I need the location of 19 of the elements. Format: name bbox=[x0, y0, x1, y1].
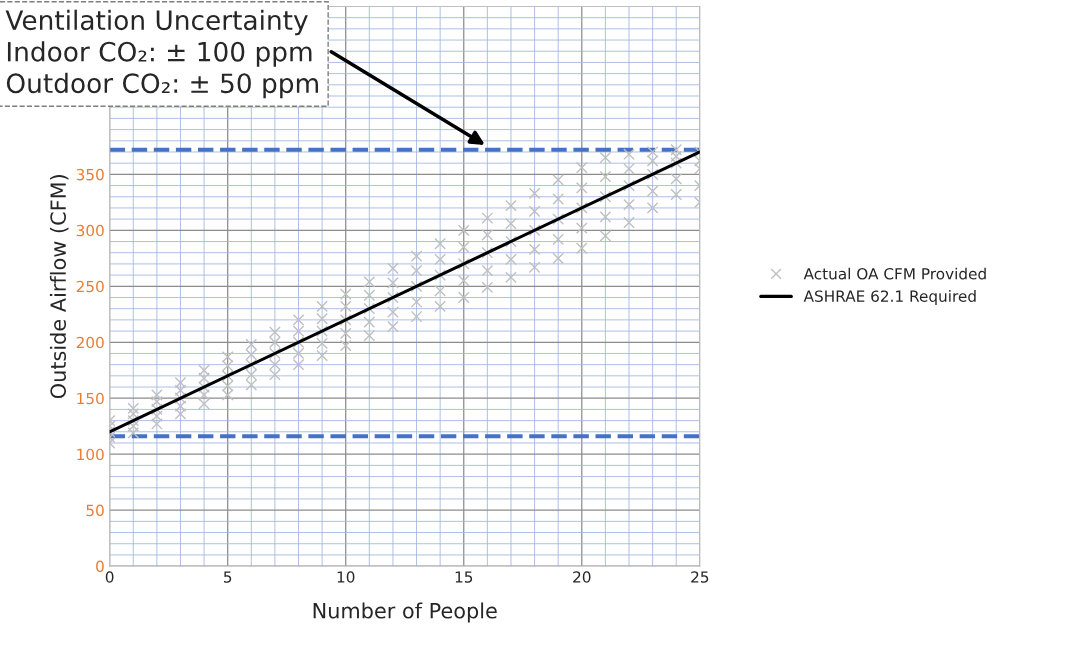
x-tick-label: 10 bbox=[337, 571, 355, 583]
x-tick-label: 15 bbox=[455, 571, 473, 583]
y-tick-label: 100 bbox=[77, 448, 104, 461]
x-axis-title: Number of People bbox=[313, 602, 497, 623]
legend-label: ASHRAE 62.1 Required bbox=[803, 290, 976, 305]
y-tick-label: 200 bbox=[76, 336, 104, 349]
legend-label: Actual OA CFM Provided bbox=[803, 267, 986, 280]
y-tick-label: 250 bbox=[76, 280, 104, 293]
y-tick-label: 50 bbox=[86, 504, 104, 517]
y-tick-label: 300 bbox=[76, 224, 104, 237]
y-axis-title: Outside Airflow (CFM) bbox=[49, 175, 69, 399]
x-tick-label: 5 bbox=[224, 571, 232, 583]
y-tick-label: 150 bbox=[77, 392, 104, 405]
x-tick-label: 20 bbox=[573, 571, 591, 583]
y-tick-label: 0 bbox=[96, 560, 104, 573]
x-tick-label: 0 bbox=[105, 571, 114, 583]
x-tick-label: 25 bbox=[691, 571, 709, 583]
y-tick-label: 350 bbox=[76, 168, 104, 181]
annotation: Ventilation Uncertainty Indoor CO₂: ± 100 ppm Outdoor CO₂: ± 50 ppm bbox=[5, 9, 318, 99]
